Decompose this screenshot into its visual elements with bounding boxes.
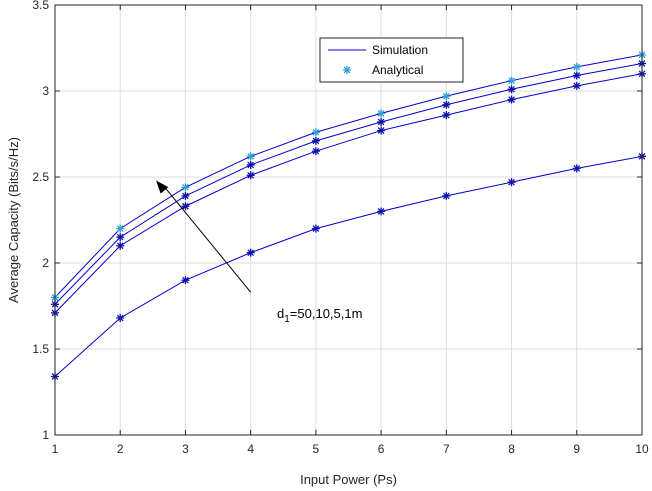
annotation-arrow-head: [156, 180, 169, 194]
y-tick-label: 1.5: [32, 342, 49, 356]
series-1-analytical-point: [442, 92, 451, 101]
series-4-analytical-point: [311, 224, 320, 233]
series-3-analytical-point: [572, 81, 581, 90]
series-3-analytical-point: [246, 171, 255, 180]
series-1-analytical-point: [116, 224, 125, 233]
annotation-main: d: [277, 306, 284, 321]
x-tick-label: 4: [247, 442, 254, 456]
series-4-analytical-point: [377, 207, 386, 216]
y-tick-label: 1: [42, 428, 49, 442]
x-tick-label: 3: [182, 442, 189, 456]
series-group: [51, 50, 646, 381]
x-tick-label: 8: [508, 442, 515, 456]
y-tick-label: 3.5: [32, 0, 49, 12]
series-2-analytical-point: [116, 233, 125, 242]
series-1-analytical-point: [311, 128, 320, 137]
series-2-analytical-point: [246, 160, 255, 169]
x-tick-label: 5: [313, 442, 320, 456]
series-3-analytical-point: [442, 111, 451, 120]
series-2-analytical-point: [311, 136, 320, 145]
y-tick-label: 2.5: [32, 170, 49, 184]
series-4-analytical-point: [116, 314, 125, 323]
series-1-analytical-point: [377, 109, 386, 118]
series-2-analytical-point: [181, 191, 190, 200]
annotation: d1=50,10,5,1m: [156, 180, 362, 325]
legend-label: Simulation: [372, 43, 428, 57]
legend: Simulation Analytical: [319, 37, 464, 83]
x-tick-label: 10: [635, 442, 649, 456]
y-tick-label: 3: [42, 84, 49, 98]
x-tick-label: 1: [52, 442, 59, 456]
series-4-analytical-point: [181, 276, 190, 285]
annotation-rest: =50,10,5,1m: [290, 306, 363, 321]
x-tick-label: 6: [378, 442, 385, 456]
y-axis-label: Average Capacity (Bits/s/Hz): [6, 137, 21, 303]
annotation-label: d1=50,10,5,1m: [277, 306, 362, 325]
legend-star-sample: [343, 66, 351, 74]
x-tick-label: 9: [573, 442, 580, 456]
series-2-simulation-line: [54, 62, 643, 305]
y-tick-label: 2: [42, 256, 49, 270]
series-1-analytical-point: [572, 62, 581, 71]
series-1-analytical-point: [507, 76, 516, 85]
x-tick-label: 7: [443, 442, 450, 456]
series-1-simulation-line: [54, 54, 643, 298]
series-1-analytical-point: [181, 183, 190, 192]
series-2-analytical-point: [377, 117, 386, 126]
series-3-analytical-point: [311, 147, 320, 156]
ticks: 1 2 3 4 5 6 7 8 9 10 1 1.5 2 2.5 3 3.5: [32, 0, 649, 456]
x-tick-label: 2: [117, 442, 124, 456]
series-3-analytical-point: [377, 126, 386, 135]
legend-label: Analytical: [372, 63, 423, 77]
series-4-simulation-line: [54, 155, 643, 377]
series-1-analytical-point: [246, 152, 255, 161]
series-3-analytical-point: [507, 95, 516, 104]
annotation-subscript: 1: [284, 314, 290, 325]
series-3-analytical-point: [116, 241, 125, 250]
series-3-analytical-point: [181, 202, 190, 211]
series-4-analytical-point: [442, 191, 451, 200]
series-2-analytical-point: [442, 100, 451, 109]
series-2-analytical-point: [572, 71, 581, 80]
annotation-arrow-shaft: [163, 186, 252, 293]
legend-box: [319, 37, 464, 83]
plot-frame: [54, 4, 643, 436]
series-4-analytical-point: [507, 178, 516, 187]
series-4-analytical-point: [572, 164, 581, 173]
series-3-simulation-line: [54, 73, 643, 314]
series-4-analytical-point: [246, 248, 255, 257]
series-2-analytical-point: [507, 85, 516, 94]
x-axis-label: Input Power (Ps): [300, 472, 397, 487]
